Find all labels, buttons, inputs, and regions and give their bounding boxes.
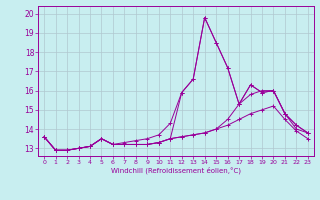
X-axis label: Windchill (Refroidissement éolien,°C): Windchill (Refroidissement éolien,°C)	[111, 167, 241, 174]
